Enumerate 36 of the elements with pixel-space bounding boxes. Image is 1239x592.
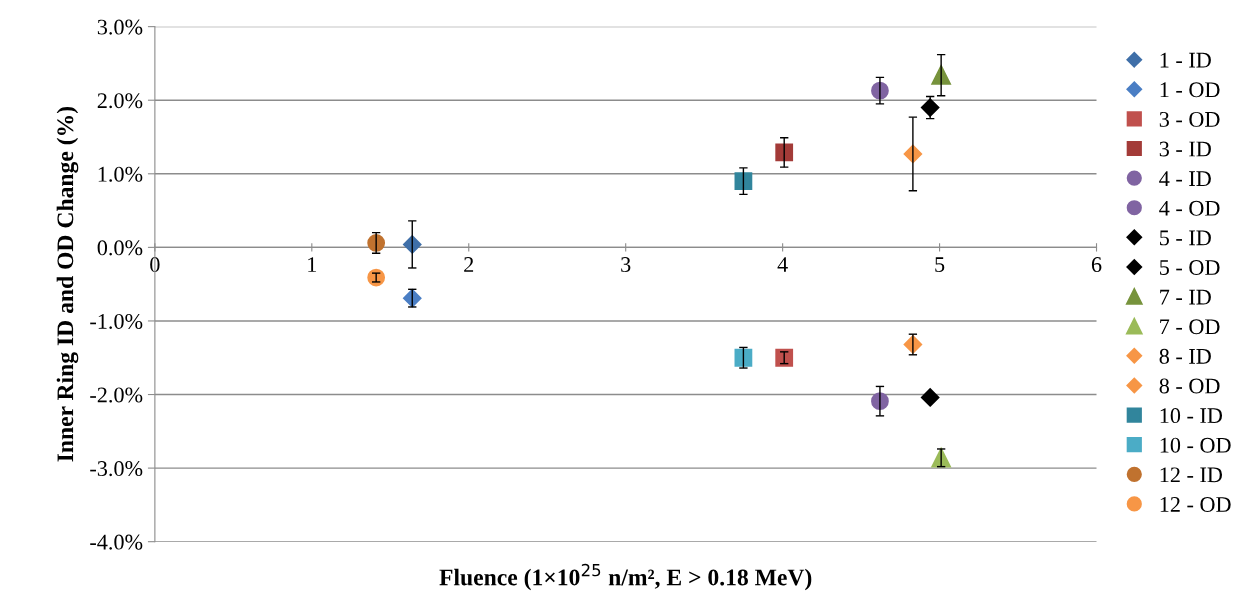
legend-label: 10 - OD (1160, 437, 1231, 453)
y-tick-label: 3.0% (97, 19, 143, 35)
legend-label: 8 - OD (1159, 378, 1220, 394)
legend-label: 10 - ID (1160, 408, 1223, 424)
legend-label: 12 - ID (1160, 467, 1223, 483)
y-tick-label: -4.0% (90, 534, 143, 550)
legend-label: 3 - OD (1159, 111, 1220, 127)
legend-label: 1 - ID (1160, 52, 1211, 68)
point (734, 348, 753, 367)
point (734, 172, 753, 191)
legend-label: 4 - ID (1159, 171, 1211, 186)
legend-label: 1 - OD (1160, 82, 1220, 98)
legend-label: 5 - OD (1160, 260, 1220, 275)
legend-label: 5 - ID (1160, 230, 1211, 246)
x-tick-label: 2 (464, 257, 474, 272)
legend-label: 3 - ID (1159, 141, 1211, 157)
y-tick-label: -3.0% (90, 461, 143, 477)
x-tick-label: 4 (777, 257, 788, 272)
x-axis-title: Fluence (1×10$^{25}$ n/m², E > 0.18 MeV) (439, 563, 812, 591)
y-tick-label: 0.0% (97, 240, 143, 256)
legend-label: 8 - ID (1159, 348, 1211, 364)
legend-label: 7 - OD (1160, 319, 1220, 335)
x-tick-label: 5 (935, 257, 945, 273)
x-tick-label: 6 (1091, 257, 1102, 273)
x-tick-label: 3 (621, 257, 631, 273)
x-tick-label: 0 (150, 257, 160, 273)
legend-label: 4 - OD (1159, 200, 1220, 216)
point (775, 143, 794, 162)
x-tick-label: 1 (308, 257, 317, 272)
y-tick-label: -2.0% (90, 387, 143, 403)
y-tick-label: 1.0% (98, 166, 143, 182)
y-tick-label: 2.0% (97, 93, 143, 109)
y-tick-label: -1.0% (90, 313, 143, 329)
legend-label: 7 - ID (1160, 289, 1211, 305)
legend-label: 12 - OD (1160, 497, 1231, 512)
y-axis-title: Inner Ring ID and OD Change (%) (56, 106, 79, 462)
